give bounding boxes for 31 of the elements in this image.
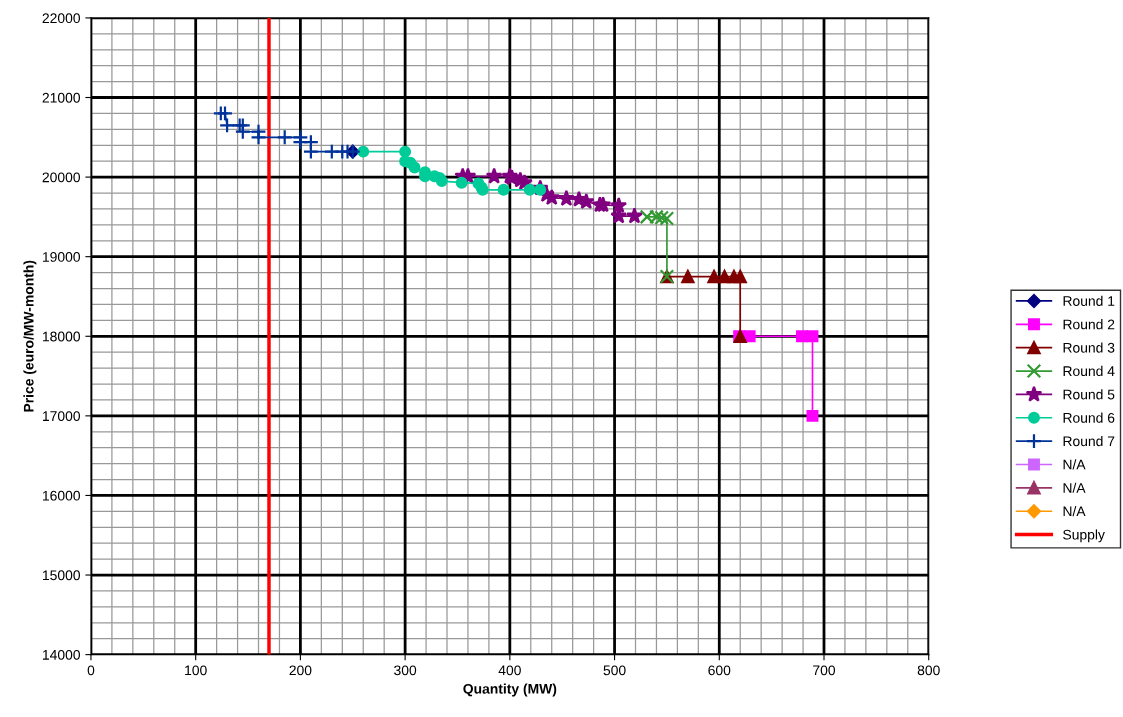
legend-label: Round 2 [1063, 319, 1115, 330]
y-tick-label: 21000 [42, 92, 81, 103]
y-tick-label: 18000 [42, 331, 81, 342]
x-axis-title: Quantity (MW) [463, 683, 557, 697]
x-tick-label: 200 [289, 665, 312, 676]
x-tick-label: 700 [813, 665, 836, 676]
legend-label: N/A [1063, 459, 1086, 470]
x-tick-label: 600 [708, 665, 731, 676]
y-axis-title: Price (euro/MW-month) [23, 260, 37, 412]
legend-label: Round 1 [1063, 295, 1115, 306]
x-tick-label: 500 [603, 665, 626, 676]
legend-label: N/A [1063, 506, 1086, 517]
y-tick-label: 14000 [42, 649, 81, 660]
legend-label: Round 5 [1063, 389, 1115, 400]
x-tick-label: 0 [87, 665, 95, 676]
y-tick-label: 17000 [42, 411, 81, 422]
legend-label: Supply [1063, 529, 1105, 543]
x-tick-label: 400 [498, 665, 521, 676]
y-tick-label: 22000 [42, 13, 81, 24]
x-tick-label: 100 [185, 665, 207, 676]
legend-label: Round 3 [1063, 342, 1115, 353]
x-tick-label: 300 [394, 665, 417, 676]
y-tick-label: 19000 [42, 252, 81, 262]
y-tick-label: 16000 [42, 490, 81, 501]
legend-label: N/A [1063, 482, 1086, 493]
y-tick-label: 20000 [42, 172, 81, 183]
legend-label: Round 4 [1063, 365, 1115, 377]
x-tick-label: 800 [917, 665, 940, 676]
y-tick-label: 15000 [42, 570, 81, 581]
legend-label: Round 6 [1063, 412, 1115, 423]
legend-label: Round 7 [1063, 435, 1115, 447]
